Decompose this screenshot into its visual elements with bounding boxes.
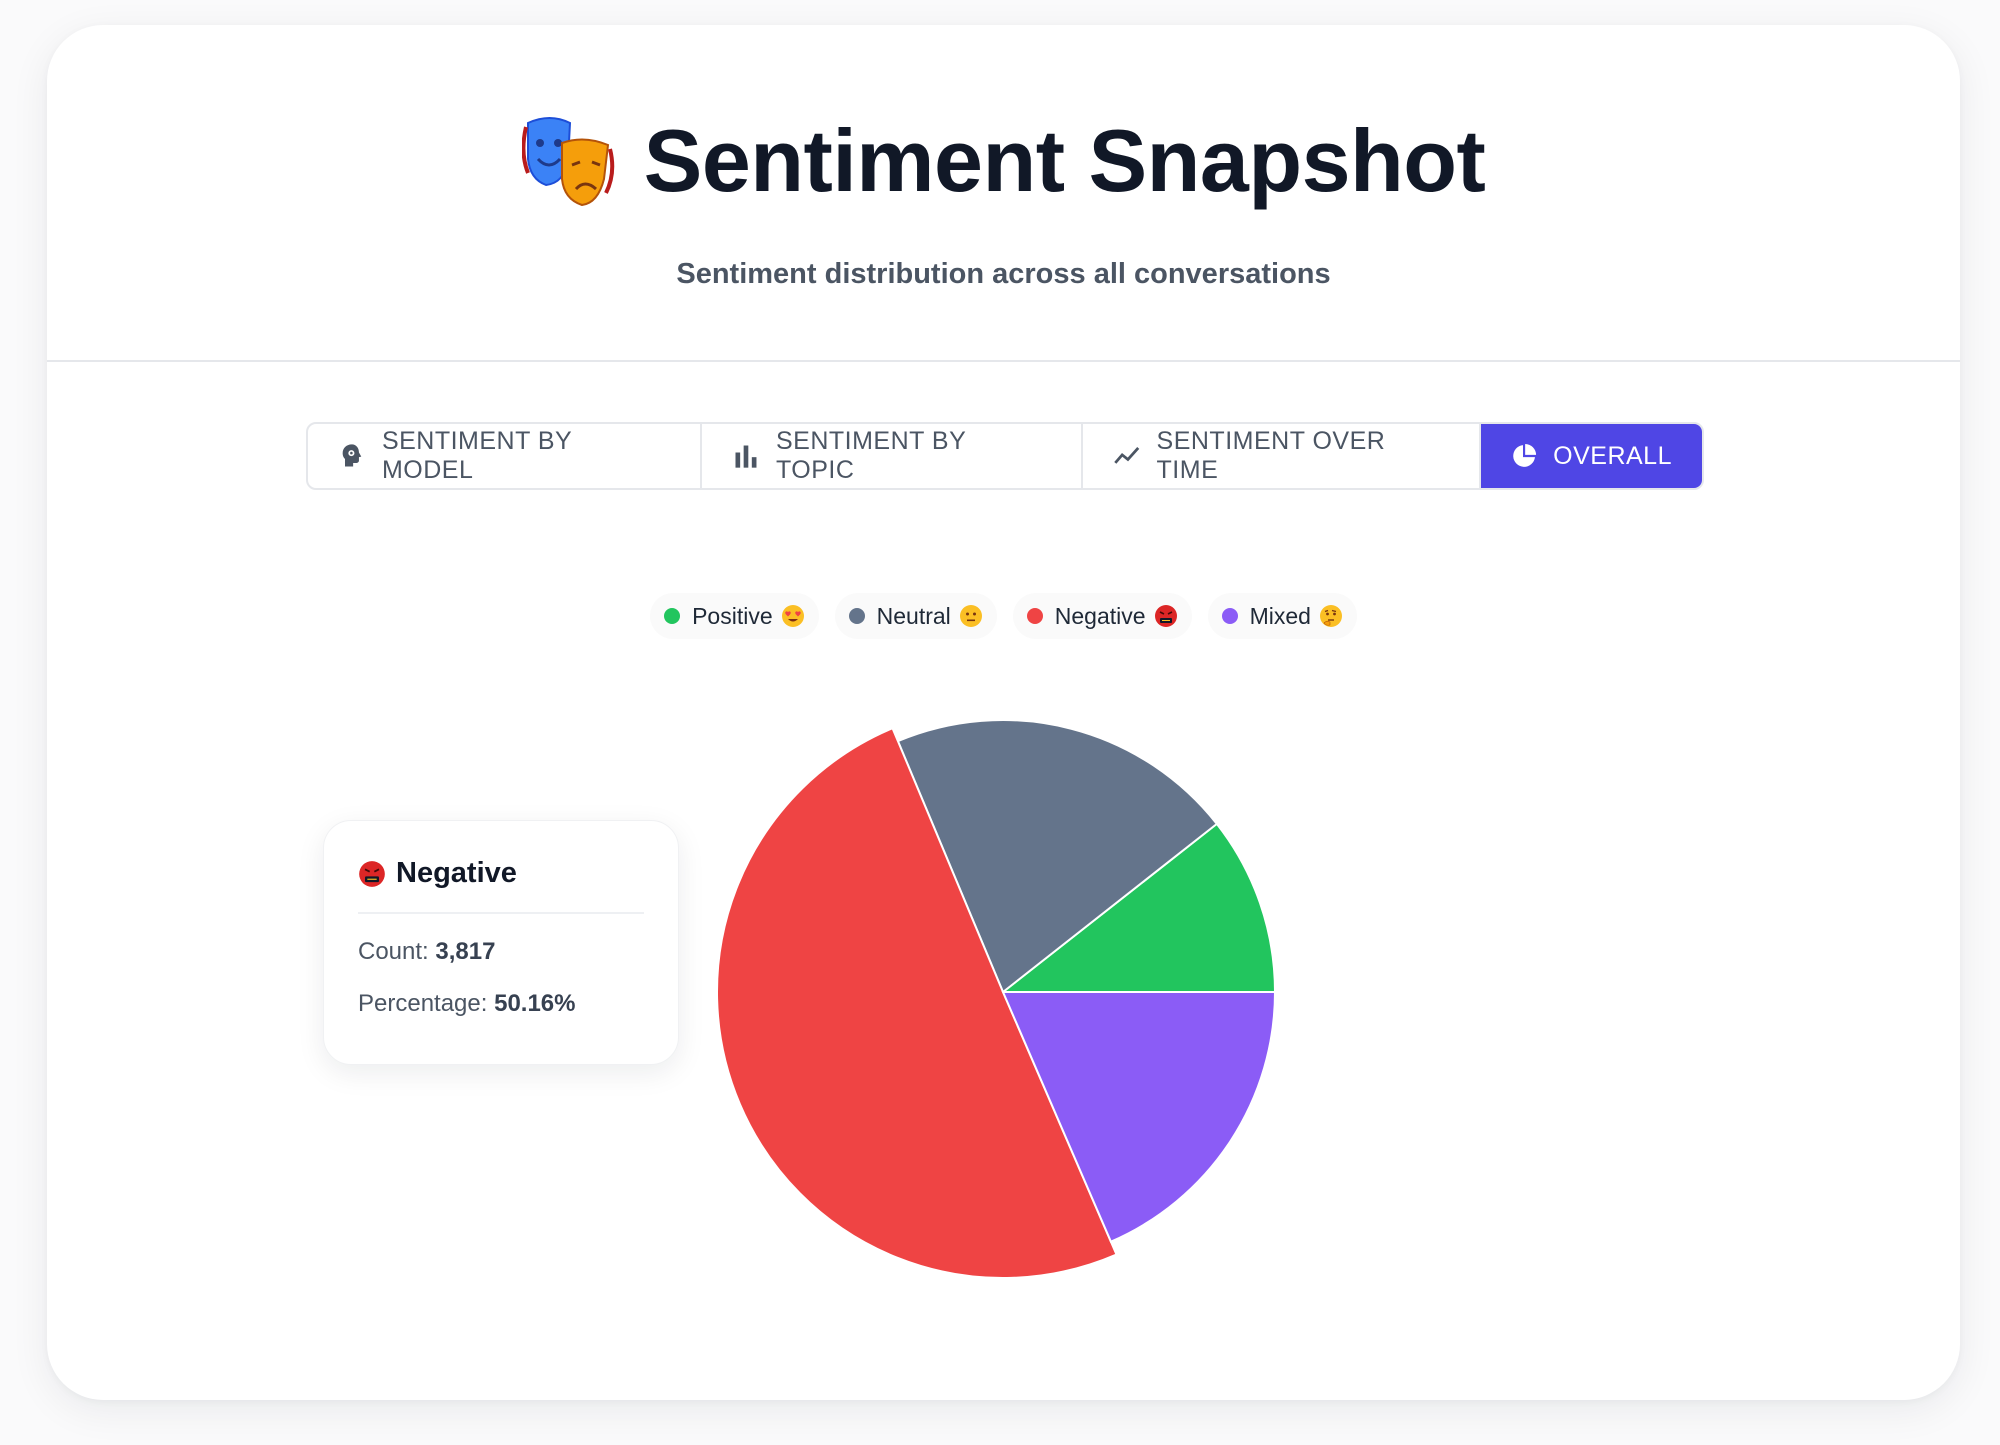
tooltip-divider [358, 912, 644, 914]
legend-item-mixed[interactable]: Mixed [1207, 593, 1357, 639]
neutral-face-emoji-icon [959, 605, 982, 627]
legend-label: Positive [692, 602, 773, 629]
trend-line-icon [1114, 447, 1140, 464]
tooltip-count: Count: 3,817 [358, 938, 644, 966]
legend-dot [664, 608, 681, 624]
chart-legend: Positive Neutral Negative [47, 593, 1960, 639]
legend-item-neutral[interactable]: Neutral [834, 593, 997, 639]
tab-label: SENTIMENT OVER TIME [1156, 427, 1386, 484]
tooltip-count-label: Count: [358, 938, 436, 965]
legend-item-negative[interactable]: Negative [1012, 593, 1192, 639]
pie-slice-positive[interactable] [1000, 822, 1277, 993]
legend-item-positive[interactable]: Positive [650, 593, 819, 639]
tab-label: SENTIMENT BY MODEL [381, 427, 572, 484]
legend-label: Negative [1054, 602, 1146, 629]
tooltip-title: Negative [396, 857, 517, 889]
tooltip-pct-value: 50.16% [494, 990, 576, 1017]
theater-masks-icon [521, 117, 614, 207]
tab-overall[interactable]: OVERALL [1481, 424, 1702, 488]
pie-slice-mixed[interactable] [1001, 991, 1277, 1243]
legend-label: Mixed [1249, 602, 1311, 629]
chart-tooltip: Negative Count: 3,817 Percentage: 50.16% [323, 820, 679, 1065]
page-subtitle: Sentiment distribution across all conver… [676, 258, 1331, 290]
page-title: Sentiment Snapshot [643, 111, 1486, 210]
brain-head-icon [342, 444, 362, 467]
tab-sentiment-by-model[interactable]: SENTIMENT BY MODEL [308, 424, 702, 488]
legend-label: Neutral [876, 602, 951, 629]
tooltip-count-value: 3,817 [435, 938, 496, 965]
tooltip-pct-label: Percentage: [358, 990, 495, 1017]
legend-dot [1026, 608, 1043, 624]
legend-dot [1221, 608, 1238, 624]
tab-sentiment-over-time[interactable]: SENTIMENT OVER TIME [1083, 424, 1481, 488]
tooltip-title-row: Negative [358, 857, 644, 890]
tooltip-percentage: Percentage: 50.16% [358, 990, 644, 1018]
thinking-face-emoji-icon [1319, 605, 1342, 627]
tab-label: OVERALL [1553, 441, 1672, 470]
title-row: Sentiment Snapshot [47, 110, 1960, 212]
header: Sentiment Snapshot Sentiment distributio… [47, 25, 1960, 362]
bar-chart-icon [735, 445, 757, 468]
cursing-face-emoji-icon [1154, 605, 1177, 627]
heart-eyes-emoji-icon [781, 605, 804, 627]
tab-sentiment-by-topic[interactable]: SENTIMENT BY TOPIC [702, 424, 1083, 488]
pie-slice-neutral[interactable] [896, 719, 1219, 994]
pie-chart-icon [1513, 444, 1537, 467]
view-tabs: SENTIMENT BY MODEL SENTIMENT BY TOPIC SE… [306, 422, 1704, 490]
pie-slice-negative[interactable] [715, 726, 1118, 1280]
cursing-face-emoji-icon [359, 860, 385, 887]
tab-label: SENTIMENT BY TOPIC [775, 427, 966, 484]
legend-dot [848, 608, 865, 624]
